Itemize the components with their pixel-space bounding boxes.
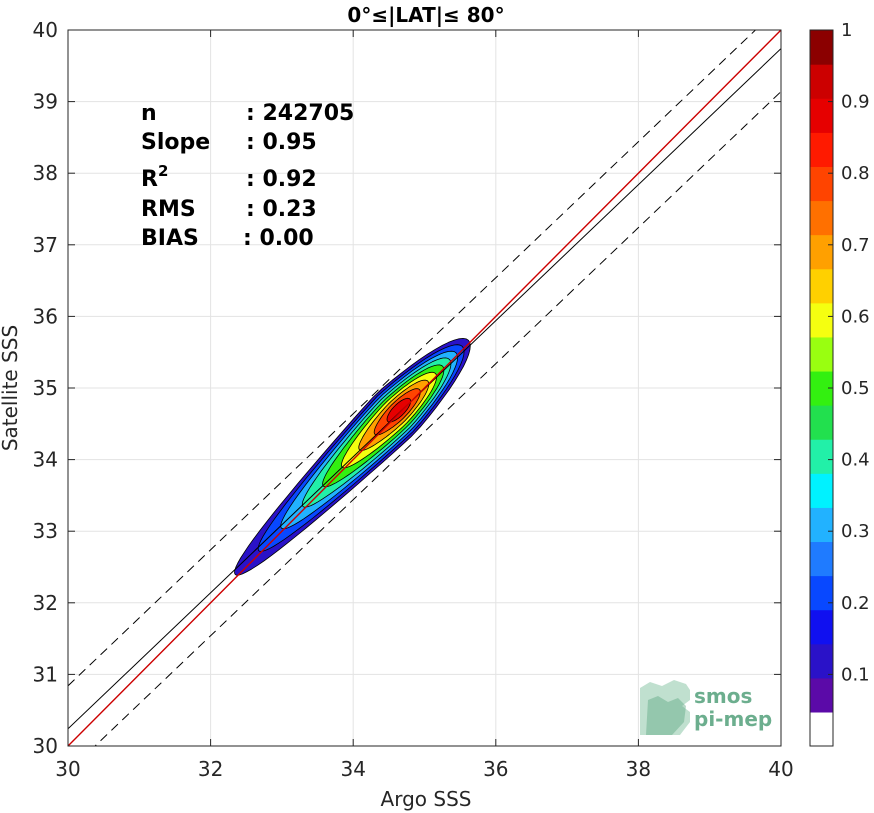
colorbar-segment (810, 473, 833, 508)
colorbar-segment (810, 507, 833, 543)
y-tick-label: 34 (33, 448, 58, 472)
logo-wave-icon (640, 680, 690, 735)
colorbar-segment (810, 336, 833, 372)
stat-label-r2-base: R (141, 167, 158, 192)
y-tick-label: 40 (33, 18, 58, 42)
y-tick-label: 32 (33, 591, 58, 615)
colorbar-segment (810, 711, 833, 747)
x-tick-label: 38 (626, 757, 651, 781)
y-tick-label: 36 (33, 304, 58, 328)
colorbar-tick-label: 0.9 (841, 92, 870, 113)
logo-text-smos: smos (694, 684, 752, 708)
x-tick-label: 34 (340, 757, 365, 781)
colorbar: 0.1 0.2 0.3 0.4 0.5 0.6 0.7 0.8 0.9 1 (809, 20, 870, 747)
colorbar-segment (810, 64, 833, 99)
plot-area: 30 32 34 36 38 40 30 31 32 33 34 35 36 37 38 39 40 (33, 18, 794, 781)
colorbar-segment (810, 643, 833, 679)
axis-ticks: 30 32 34 36 38 40 30 31 32 33 34 35 36 37 38 39 40 (33, 18, 794, 781)
colorbar-segment (810, 677, 833, 713)
colorbar-segment (810, 541, 833, 577)
colorbar-tick-label: 0.5 (841, 378, 870, 399)
y-tick-label: 39 (33, 90, 58, 114)
colorbar-segment (810, 575, 833, 611)
colorbar-segment (810, 268, 833, 304)
colorbar-tick-label: 0.1 (841, 664, 870, 685)
x-tick-label: 32 (198, 757, 223, 781)
colorbar-segment (810, 609, 833, 645)
colorbar-segment (810, 302, 833, 338)
stat-label-n: n (141, 101, 157, 126)
identity-line (68, 30, 781, 746)
logo-wave-icon-inner (646, 696, 686, 735)
reference-lines (68, 30, 781, 746)
y-axis-label: Satellite SSS (0, 325, 22, 451)
colorbar-tick-label: 0.8 (841, 163, 870, 184)
stat-label-slope: Slope (141, 130, 210, 155)
colorbar-segment (810, 370, 833, 406)
colorbar-segment (810, 234, 833, 270)
smos-pi-mep-logo: smos pi-mep (640, 680, 772, 735)
density-contour-level (386, 397, 412, 423)
stat-label-r2-superscript: 2 (158, 162, 168, 180)
y-tick-label: 37 (33, 233, 58, 257)
colorbar-segment (810, 166, 833, 202)
colorbar-segment (810, 200, 833, 236)
colorbar-segment (810, 30, 833, 65)
colorbar-tick-label: 0.2 (841, 593, 870, 614)
stat-value-bias: : 0.00 (243, 226, 314, 251)
colorbar-segment (810, 98, 833, 133)
stat-label-bias: BIAS (141, 226, 199, 251)
colorbar-segment (810, 405, 833, 440)
stat-value-rms: : 0.23 (246, 197, 317, 222)
x-axis-label: Argo SSS (381, 787, 472, 811)
x-tick-label: 30 (55, 757, 80, 781)
chart-title: 0°≤|LAT|≤ 80° (347, 3, 504, 27)
logo-text-pi-mep: pi-mep (694, 707, 772, 731)
x-tick-label: 40 (768, 757, 793, 781)
y-tick-label: 33 (33, 519, 58, 543)
colorbar-segment (810, 132, 833, 167)
y-tick-label: 35 (33, 376, 58, 400)
statistics-annotation: n : 242705 Slope : 0.95 R2 : 0.92 RMS : … (141, 101, 354, 251)
colorbar-tick-label: 0.7 (841, 235, 870, 256)
colorbar-tick-label: 0.3 (841, 521, 870, 542)
stat-value-n: : 242705 (246, 101, 354, 126)
grid (67, 29, 782, 747)
y-tick-label: 31 (33, 662, 58, 686)
stat-value-r2: : 0.92 (246, 167, 317, 192)
stat-label-rms: RMS (141, 197, 196, 222)
colorbar-tick-label: 1 (841, 20, 852, 41)
y-tick-label: 38 (33, 161, 58, 185)
stat-value-slope: : 0.95 (246, 130, 317, 155)
x-tick-label: 36 (483, 757, 508, 781)
stat-label-r2: R2 (141, 162, 168, 192)
colorbar-segment (810, 439, 833, 474)
colorbar-tick-label: 0.6 (841, 306, 870, 327)
colorbar-tick-label: 0.4 (841, 450, 870, 471)
y-tick-label: 30 (33, 734, 58, 758)
